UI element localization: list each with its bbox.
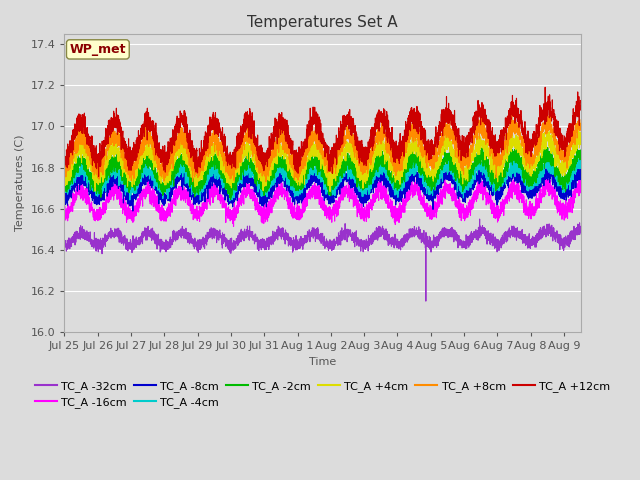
TC_A -4cm <box>226 198 234 204</box>
X-axis label: Time: Time <box>309 357 336 367</box>
TC_A -32cm <box>577 226 584 232</box>
Line: TC_A +4cm: TC_A +4cm <box>65 129 580 192</box>
TC_A -16cm <box>373 192 381 197</box>
TC_A -32cm <box>528 235 536 241</box>
TC_A -32cm <box>381 229 389 235</box>
TC_A -32cm <box>476 216 483 222</box>
TC_A -16cm <box>528 205 536 211</box>
TC_A -32cm <box>372 236 380 242</box>
TC_A -32cm <box>61 241 68 247</box>
TC_A -8cm <box>545 161 553 167</box>
TC_A -4cm <box>205 174 212 180</box>
Line: TC_A -4cm: TC_A -4cm <box>65 154 580 201</box>
TC_A +8cm <box>543 111 551 117</box>
TC_A -4cm <box>382 172 390 178</box>
TC_A -2cm <box>544 145 552 151</box>
TC_A +12cm <box>61 158 68 164</box>
TC_A -4cm <box>577 160 584 166</box>
TC_A -16cm <box>511 173 518 179</box>
TC_A -16cm <box>230 224 237 229</box>
TC_A +12cm <box>172 129 179 135</box>
TC_A -2cm <box>171 158 179 164</box>
Line: TC_A -32cm: TC_A -32cm <box>65 219 580 301</box>
TC_A -2cm <box>227 197 234 203</box>
TC_A -8cm <box>382 184 390 190</box>
TC_A -8cm <box>205 178 212 183</box>
TC_A +12cm <box>373 119 381 124</box>
TC_A -4cm <box>512 151 520 157</box>
Y-axis label: Temperatures (C): Temperatures (C) <box>15 135 25 231</box>
TC_A +8cm <box>577 121 584 127</box>
TC_A -32cm <box>422 298 429 304</box>
TC_A -2cm <box>61 183 68 189</box>
TC_A -4cm <box>373 172 381 178</box>
TC_A +8cm <box>528 150 536 156</box>
TC_A +12cm <box>577 97 584 103</box>
TC_A +8cm <box>373 132 381 138</box>
Title: Temperatures Set A: Temperatures Set A <box>247 15 398 30</box>
TC_A -16cm <box>61 216 68 221</box>
TC_A -4cm <box>61 189 68 195</box>
TC_A +4cm <box>577 131 584 137</box>
TC_A -16cm <box>577 190 584 196</box>
TC_A -16cm <box>205 195 212 201</box>
TC_A +12cm <box>541 84 549 90</box>
TC_A +4cm <box>373 148 381 154</box>
TC_A -16cm <box>382 190 390 195</box>
TC_A -2cm <box>205 163 212 169</box>
TC_A -2cm <box>528 180 536 185</box>
TC_A -8cm <box>61 195 68 201</box>
TC_A +12cm <box>205 131 212 136</box>
TC_A +4cm <box>61 173 68 179</box>
Legend: TC_A -32cm, TC_A -16cm, TC_A -8cm, TC_A -4cm, TC_A -2cm, TC_A +4cm, TC_A +8cm, T: TC_A -32cm, TC_A -16cm, TC_A -8cm, TC_A … <box>30 376 615 412</box>
TC_A -2cm <box>373 150 381 156</box>
Line: TC_A +12cm: TC_A +12cm <box>65 87 580 177</box>
TC_A +4cm <box>575 126 582 132</box>
TC_A -8cm <box>172 183 179 189</box>
TC_A +4cm <box>171 155 179 160</box>
TC_A -8cm <box>577 165 584 171</box>
TC_A -2cm <box>577 156 584 162</box>
TC_A +8cm <box>61 165 68 170</box>
TC_A +12cm <box>528 142 536 147</box>
TC_A -4cm <box>577 160 584 166</box>
TC_A -16cm <box>171 196 179 202</box>
TC_A +8cm <box>262 179 270 185</box>
TC_A -8cm <box>528 192 536 198</box>
TC_A -8cm <box>373 172 381 178</box>
Line: TC_A -2cm: TC_A -2cm <box>65 148 580 200</box>
TC_A -32cm <box>205 232 212 238</box>
TC_A -2cm <box>382 161 390 167</box>
TC_A +12cm <box>577 99 584 105</box>
TC_A +8cm <box>171 144 179 149</box>
TC_A +8cm <box>382 139 390 144</box>
TC_A +8cm <box>205 143 212 149</box>
TC_A +12cm <box>95 174 102 180</box>
TC_A -32cm <box>171 236 179 241</box>
TC_A +4cm <box>577 142 584 147</box>
Line: TC_A -16cm: TC_A -16cm <box>65 176 580 227</box>
TC_A +4cm <box>528 167 536 173</box>
Line: TC_A -8cm: TC_A -8cm <box>65 164 580 211</box>
TC_A -8cm <box>577 169 584 175</box>
TC_A +4cm <box>205 147 212 153</box>
TC_A -4cm <box>528 186 536 192</box>
TC_A +8cm <box>577 127 584 132</box>
TC_A -4cm <box>171 173 179 179</box>
TC_A -8cm <box>129 208 137 214</box>
TC_A -16cm <box>577 177 584 182</box>
Line: TC_A +8cm: TC_A +8cm <box>65 114 580 182</box>
TC_A +4cm <box>382 156 390 162</box>
TC_A -32cm <box>577 228 584 233</box>
Text: WP_met: WP_met <box>70 43 126 56</box>
TC_A +4cm <box>326 189 334 194</box>
TC_A +12cm <box>382 125 390 131</box>
TC_A -2cm <box>577 147 584 153</box>
